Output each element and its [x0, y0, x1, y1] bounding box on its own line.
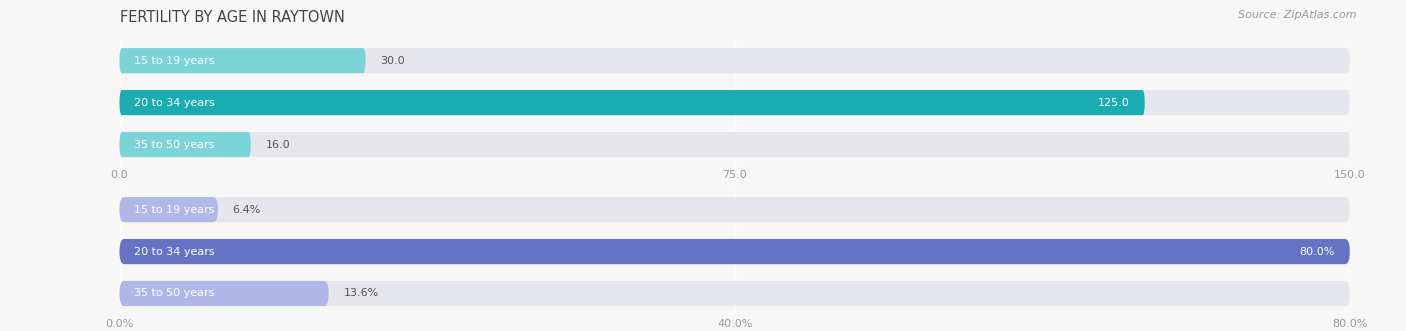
- Text: FERTILITY BY AGE IN RAYTOWN: FERTILITY BY AGE IN RAYTOWN: [120, 10, 344, 25]
- Text: 6.4%: 6.4%: [233, 205, 262, 214]
- FancyBboxPatch shape: [120, 90, 1350, 115]
- FancyBboxPatch shape: [120, 48, 1350, 73]
- FancyBboxPatch shape: [120, 90, 1144, 115]
- Text: 80.0%: 80.0%: [1299, 247, 1336, 257]
- Text: 15 to 19 years: 15 to 19 years: [135, 56, 215, 66]
- Text: 35 to 50 years: 35 to 50 years: [135, 140, 215, 150]
- Text: 30.0: 30.0: [380, 56, 405, 66]
- Text: 20 to 34 years: 20 to 34 years: [135, 98, 215, 108]
- FancyBboxPatch shape: [120, 197, 218, 222]
- Text: 16.0: 16.0: [266, 140, 290, 150]
- Text: 13.6%: 13.6%: [343, 289, 378, 299]
- FancyBboxPatch shape: [120, 132, 250, 157]
- FancyBboxPatch shape: [120, 239, 1350, 264]
- FancyBboxPatch shape: [120, 281, 1350, 306]
- Text: 125.0: 125.0: [1098, 98, 1130, 108]
- Text: 35 to 50 years: 35 to 50 years: [135, 289, 215, 299]
- FancyBboxPatch shape: [120, 239, 1350, 264]
- Text: 15 to 19 years: 15 to 19 years: [135, 205, 215, 214]
- Text: Source: ZipAtlas.com: Source: ZipAtlas.com: [1239, 10, 1357, 20]
- FancyBboxPatch shape: [120, 132, 1350, 157]
- FancyBboxPatch shape: [120, 197, 1350, 222]
- Text: 20 to 34 years: 20 to 34 years: [135, 247, 215, 257]
- FancyBboxPatch shape: [120, 48, 366, 73]
- FancyBboxPatch shape: [120, 281, 329, 306]
